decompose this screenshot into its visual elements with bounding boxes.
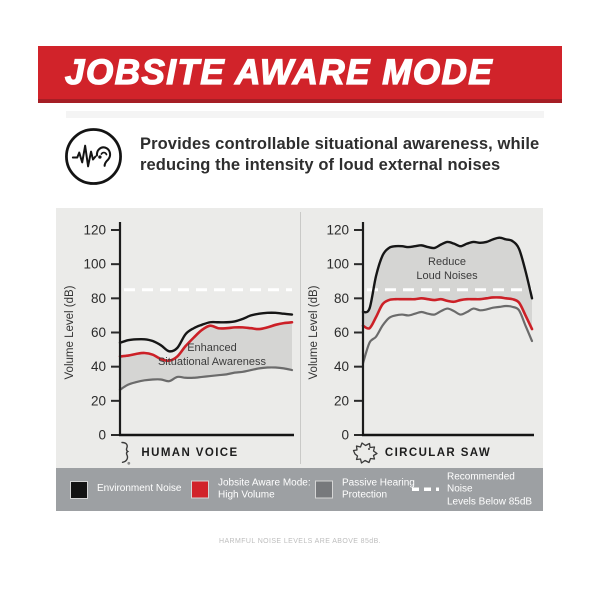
figure-panel: 0 20 40 60 80 100 120 Volume Level (dB) Enhanced… [56, 208, 543, 511]
environment-noise-swatch [70, 480, 88, 499]
recommended-noise-levels-swatch [412, 487, 439, 492]
series-line [361, 236, 534, 314]
y-tick-label: 20 [334, 393, 349, 408]
circular-saw-chart: 0 20 40 60 80 100 120 Volume Level (dB) Reduce Lo… [308, 222, 534, 443]
intro-line-1: Provides controllable situational awaren… [140, 135, 540, 153]
banner-shadow-strip [66, 111, 544, 118]
y-tick-label: 60 [334, 325, 349, 340]
legend-label-jobsite-aware-mode-high-volume: Jobsite Aware Mode: High Volume [218, 477, 311, 501]
y-axis-title: Volume Level (dB) [308, 285, 320, 379]
legend-item-recommended-noise-levels: Recommended Noise Levels Below 85dB [412, 471, 543, 509]
y-tick-label: 120 [326, 223, 349, 238]
chart-divider [299, 212, 301, 464]
legend-label-environment-noise: Environment Noise [97, 483, 182, 495]
legend-item-jobsite-aware-mode-high-volume: Jobsite Aware Mode: High Volume [191, 477, 311, 502]
series-line [118, 311, 294, 353]
series-line [118, 320, 294, 363]
chart-area: 0 20 40 60 80 100 120 Volume Level (dB) Enhanced… [56, 208, 543, 468]
series-line [361, 304, 534, 365]
y-tick-label: 120 [83, 223, 106, 238]
chart-legend: Environment Noise Jobsite Aware Mode: Hig… [56, 468, 543, 511]
jobsite-aware-mode-high-volume-swatch [191, 480, 209, 499]
human-voice-icon [121, 441, 131, 465]
chart-annotation: Loud Noises [416, 270, 478, 282]
chart-annotation: Reduce [428, 256, 466, 268]
legend-label-passive-hearing-protection: Passive Hearing Protection [342, 477, 415, 501]
y-tick-label: 0 [98, 428, 106, 443]
circular-saw-label: CIRCULAR SAW [384, 447, 492, 459]
legend-item-environment-noise: Environment Noise [70, 480, 182, 499]
human-voice-chart: 0 20 40 60 80 100 120 Volume Level (dB) Enhanced… [64, 222, 294, 443]
intro-line-2: reducing the intensity of loud external … [140, 156, 501, 174]
circular-saw-caption: CIRCULAR SAW [300, 439, 543, 467]
legend-item-passive-hearing-protection: Passive Hearing Protection [315, 477, 415, 502]
y-tick-label: 80 [91, 291, 106, 306]
y-tick-label: 40 [334, 359, 349, 374]
circular-saw-icon [352, 442, 378, 464]
title-banner: JOBSITE AWARE MODE [38, 46, 562, 103]
chart-annotation: Enhanced [187, 342, 237, 354]
band-fill [363, 237, 532, 330]
legend-label-recommended-noise-levels: Recommended Noise Levels Below 85dB [447, 470, 533, 507]
intro-description: Provides controllable situational awaren… [140, 134, 539, 176]
y-axis-title: Volume Level (dB) [64, 285, 76, 379]
y-tick-label: 60 [91, 325, 106, 340]
chart-annotation: Situational Awareness [158, 356, 267, 368]
y-tick-label: 0 [341, 428, 349, 443]
harmful-noise-footnote: HARMFUL NOISE LEVELS ARE ABOVE 85dB. [219, 538, 381, 545]
y-tick-label: 20 [91, 393, 106, 408]
y-tick-label: 40 [91, 359, 106, 374]
ear-soundwave-icon [65, 128, 122, 185]
y-tick-label: 80 [334, 291, 349, 306]
passive-hearing-protection-swatch [315, 480, 333, 499]
human-voice-label: HUMAN VOICE [141, 447, 239, 459]
human-voice-caption: HUMAN VOICE [56, 439, 300, 467]
series-line [118, 366, 294, 391]
y-tick-label: 100 [83, 257, 106, 272]
y-tick-label: 100 [326, 257, 349, 272]
series-line [361, 296, 534, 331]
band-fill [120, 322, 292, 390]
page-title: JOBSITE AWARE MODE [64, 52, 494, 92]
